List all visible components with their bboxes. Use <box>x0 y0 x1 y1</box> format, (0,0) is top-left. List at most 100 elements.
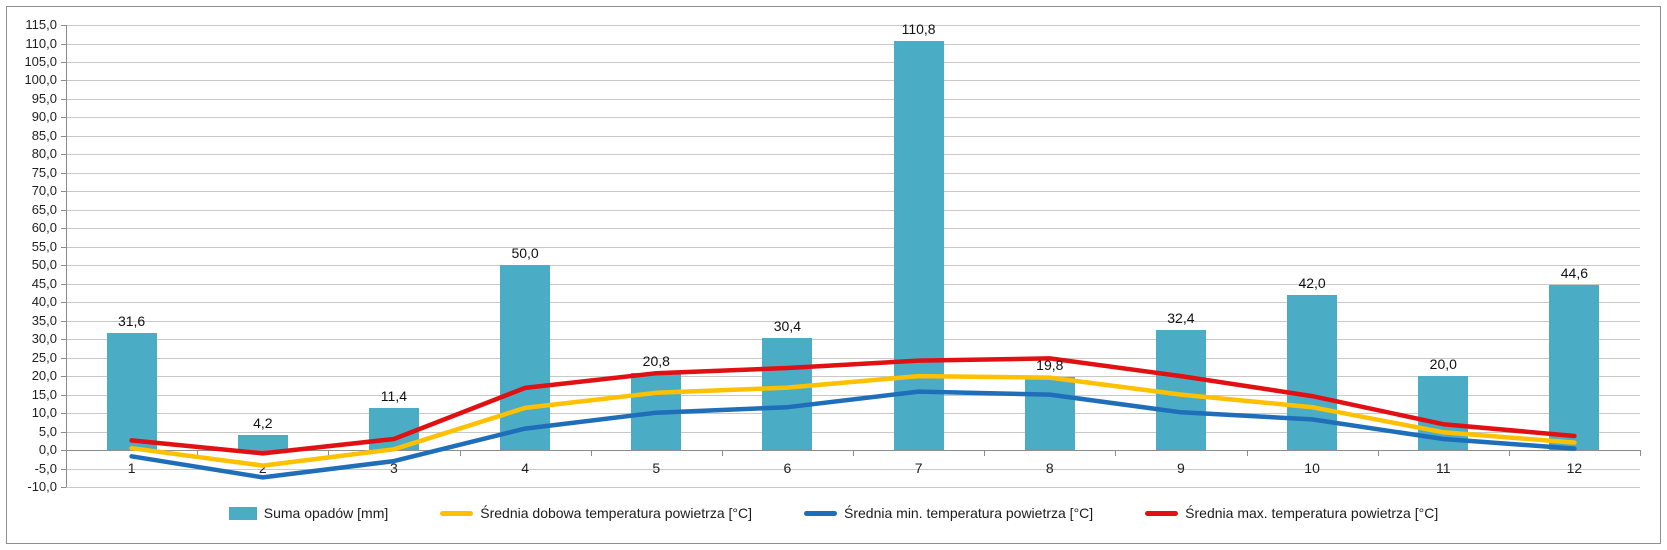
precipitation-bar[interactable] <box>106 333 157 450</box>
y-axis-label: 45,0 <box>31 275 57 291</box>
x-axis-tick <box>1640 450 1641 456</box>
x-axis-tick <box>328 450 330 456</box>
y-axis-tick <box>61 246 66 248</box>
x-axis-label: 1 <box>127 460 136 476</box>
y-axis-label: 105,0 <box>24 54 57 69</box>
legend-line-swatch-icon <box>440 510 474 516</box>
y-axis-tick <box>61 413 66 415</box>
y-axis-label: 5,0 <box>38 423 57 439</box>
x-axis-label: 3 <box>389 460 398 476</box>
precipitation-bar[interactable] <box>1549 285 1600 450</box>
y-axis-label: 55,0 <box>31 238 57 254</box>
gridline <box>66 172 1640 174</box>
y-axis-tick <box>61 98 66 100</box>
bar-value-label: 11,4 <box>380 387 407 404</box>
x-axis-tick <box>984 450 986 456</box>
x-axis-label: 9 <box>1176 460 1185 476</box>
y-axis-tick <box>61 487 66 488</box>
x-axis-label: 7 <box>914 460 923 476</box>
legend-label: Suma opadów [mm] <box>263 505 389 521</box>
y-axis-label: 110,0 <box>25 35 57 51</box>
precipitation-bar[interactable] <box>762 337 813 451</box>
y-axis-label: 75,0 <box>31 164 57 180</box>
x-axis-label: 6 <box>783 460 792 476</box>
y-axis-tick <box>61 450 66 451</box>
x-axis-label: 11 <box>1436 460 1451 476</box>
bar-value-label: 110,8 <box>901 20 936 37</box>
x-axis-tick <box>197 450 199 456</box>
bar-value-label: 20,0 <box>1429 356 1457 373</box>
y-axis-label: 60,0 <box>31 220 57 236</box>
precipitation-bar[interactable] <box>237 434 288 450</box>
y-axis-tick <box>61 265 66 267</box>
temp-line-max[interactable] <box>129 356 1577 456</box>
temp-line-avg[interactable] <box>129 373 1577 468</box>
temperature-lines-layer <box>129 356 1577 480</box>
y-axis-line <box>66 25 67 487</box>
gridline <box>66 302 1640 304</box>
x-axis-label: 8 <box>1045 460 1054 476</box>
gridline <box>66 468 1640 470</box>
y-axis-label: 90,0 <box>31 109 57 125</box>
y-axis-label: 35,0 <box>31 312 57 328</box>
gridline <box>66 43 1640 45</box>
y-axis-tick <box>61 117 66 119</box>
x-axis-tick <box>1246 450 1248 456</box>
x-axis-tick <box>459 450 461 456</box>
gridline <box>66 62 1640 63</box>
y-axis-tick <box>61 209 66 211</box>
legend-label: Średnia max. temperatura powietrza [°C] <box>1185 505 1439 521</box>
y-axis-tick <box>61 191 66 193</box>
y-axis-tick <box>61 376 66 378</box>
legend-item[interactable]: Średnia max. temperatura powietrza [°C] <box>1145 505 1438 521</box>
legend-label: Średnia min. temperatura powietrza [°C] <box>844 505 1094 521</box>
x-axis-label: 4 <box>521 460 529 476</box>
gridline <box>66 357 1640 359</box>
precipitation-bar[interactable] <box>1024 376 1075 451</box>
y-axis-label: 80,0 <box>31 146 57 162</box>
x-axis-label: 12 <box>1566 460 1583 476</box>
y-axis-label: 115,0 <box>25 17 57 32</box>
precipitation-bar[interactable] <box>500 265 551 450</box>
precipitation-bar[interactable] <box>893 40 944 450</box>
y-axis-tick <box>61 228 66 230</box>
y-axis-label: 30,0 <box>31 331 57 347</box>
gridline <box>66 246 1640 248</box>
bar-value-label: 32,4 <box>1167 310 1195 327</box>
gridline <box>66 394 1640 396</box>
y-axis-tick <box>61 80 66 82</box>
y-axis-tick <box>61 283 66 285</box>
gridline <box>66 209 1640 211</box>
x-axis-tick <box>590 450 592 456</box>
y-axis-label: 50,0 <box>31 257 57 273</box>
legend-item[interactable]: Średnia dobowa temperatura powietrza [°C… <box>440 505 752 521</box>
legend-item[interactable]: Suma opadów [mm] <box>228 505 389 521</box>
gridline <box>66 25 1640 26</box>
gridline <box>66 265 1640 267</box>
y-axis-label: 0,0 <box>38 442 57 457</box>
legend-item[interactable]: Średnia min. temperatura powietrza [°C] <box>804 505 1093 521</box>
bar-value-label: 30,4 <box>773 317 802 334</box>
x-axis-label: 2 <box>258 460 267 476</box>
gridline <box>66 80 1640 82</box>
temp-line-min[interactable] <box>129 389 1577 480</box>
y-axis-tick <box>61 25 66 26</box>
y-axis-tick <box>61 394 66 396</box>
y-axis-label: 10,0 <box>31 405 57 421</box>
x-axis-tick <box>721 450 723 456</box>
bar-value-label: 44,6 <box>1560 265 1589 282</box>
bar-value-label: 19,8 <box>1036 356 1064 373</box>
gridline <box>66 339 1640 341</box>
bar-value-label: 50,0 <box>511 245 539 262</box>
y-axis-label: 65,0 <box>31 201 57 217</box>
y-axis-tick <box>61 43 66 45</box>
y-axis-label: -5,0 <box>34 460 57 476</box>
gridline <box>66 320 1640 322</box>
legend-bar-swatch-icon <box>228 506 257 520</box>
y-axis-label: -10,0 <box>27 479 57 494</box>
bar-value-label: 31,6 <box>117 313 146 330</box>
y-axis-label: 95,0 <box>31 90 57 106</box>
